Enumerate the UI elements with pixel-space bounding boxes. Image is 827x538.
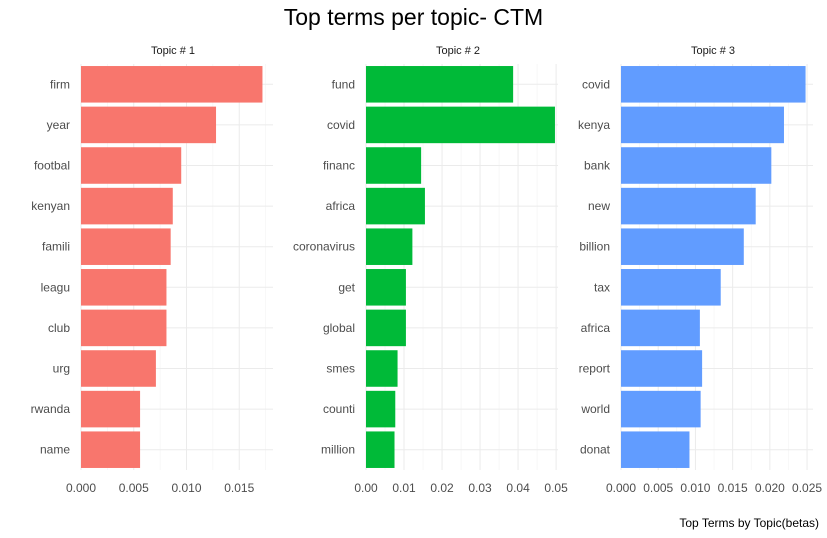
bar-2-get bbox=[366, 269, 406, 306]
bar-1-urg bbox=[81, 350, 156, 387]
panel-title: Topic # 1 bbox=[151, 45, 195, 57]
bar-2-fund bbox=[366, 66, 514, 103]
category-label: africa bbox=[581, 321, 611, 335]
bar-1-kenyan bbox=[81, 187, 173, 225]
panel-title: Topic # 3 bbox=[691, 45, 735, 57]
tick-label: 0.00 bbox=[354, 481, 378, 495]
bar-3-covid bbox=[621, 66, 806, 103]
category-label: coronavirus bbox=[293, 240, 355, 254]
category-label: counti bbox=[323, 402, 355, 416]
category-label: rwanda bbox=[31, 402, 71, 416]
bar-3-world bbox=[621, 390, 701, 428]
category-label: world bbox=[580, 402, 610, 416]
bar-2-million bbox=[366, 431, 395, 468]
tick-label: 0.010 bbox=[680, 481, 710, 495]
tick-label: 0.01 bbox=[392, 481, 416, 495]
tick-label: 0.000 bbox=[66, 481, 96, 495]
bar-3-kenya bbox=[621, 106, 784, 144]
category-label: africa bbox=[326, 199, 356, 213]
bar-3-bank bbox=[621, 147, 772, 184]
chart-caption: Top Terms by Topic(betas) bbox=[679, 516, 819, 530]
tick-label: 0.025 bbox=[792, 481, 822, 495]
bar-1-footbal bbox=[81, 147, 182, 184]
bar-1-famili bbox=[81, 228, 171, 265]
bar-1-name bbox=[81, 431, 141, 468]
panel-title: Topic # 2 bbox=[436, 45, 480, 57]
bar-1-firm bbox=[81, 66, 263, 103]
category-label: kenyan bbox=[31, 199, 70, 213]
category-label: billion bbox=[579, 240, 610, 254]
bar-1-club bbox=[81, 309, 167, 347]
bar-3-tax bbox=[621, 269, 721, 306]
category-label: famili bbox=[42, 240, 70, 254]
category-label: tax bbox=[594, 280, 610, 294]
category-label: fund bbox=[332, 77, 355, 91]
category-label: footbal bbox=[34, 159, 70, 173]
category-label: name bbox=[40, 443, 70, 457]
category-label: million bbox=[321, 443, 355, 457]
tick-label: 0.02 bbox=[430, 481, 454, 495]
category-label: covid bbox=[582, 77, 610, 91]
category-label: leagu bbox=[41, 280, 70, 294]
bar-3-report bbox=[621, 350, 703, 387]
category-label: smes bbox=[326, 362, 355, 376]
bar-3-africa bbox=[621, 309, 700, 347]
bar-2-global bbox=[366, 309, 406, 347]
bar-1-leagu bbox=[81, 269, 167, 306]
tick-label: 0.05 bbox=[544, 481, 568, 495]
tick-label: 0.005 bbox=[643, 481, 673, 495]
bar-2-smes bbox=[366, 350, 398, 387]
bar-1-year bbox=[81, 106, 217, 144]
bar-2-counti bbox=[366, 390, 396, 428]
category-label: club bbox=[48, 321, 70, 335]
category-label: global bbox=[323, 321, 355, 335]
category-label: urg bbox=[53, 362, 70, 376]
category-label: year bbox=[47, 118, 70, 132]
category-label: report bbox=[579, 362, 611, 376]
category-label: donat bbox=[580, 443, 611, 457]
category-label: firm bbox=[50, 77, 70, 91]
tick-label: 0.005 bbox=[119, 481, 149, 495]
category-label: covid bbox=[327, 118, 355, 132]
tick-label: 0.04 bbox=[506, 481, 530, 495]
bar-3-new bbox=[621, 187, 756, 225]
tick-label: 0.010 bbox=[171, 481, 201, 495]
tick-label: 0.000 bbox=[606, 481, 636, 495]
category-label: kenya bbox=[578, 118, 610, 132]
category-label: get bbox=[338, 280, 355, 294]
tick-label: 0.015 bbox=[718, 481, 748, 495]
bar-3-billion bbox=[621, 228, 744, 265]
category-label: financ bbox=[323, 159, 355, 173]
bar-2-coronavirus bbox=[366, 228, 413, 265]
tick-label: 0.015 bbox=[224, 481, 254, 495]
bar-1-rwanda bbox=[81, 390, 141, 428]
bar-2-covid bbox=[366, 106, 555, 144]
tick-label: 0.020 bbox=[755, 481, 785, 495]
category-label: bank bbox=[584, 159, 611, 173]
chart-title: Top terms per topic- CTM bbox=[283, 4, 544, 30]
bar-2-africa bbox=[366, 187, 425, 225]
bar-2-financ bbox=[366, 147, 422, 184]
category-label: new bbox=[588, 199, 610, 213]
bar-3-donat bbox=[621, 431, 690, 468]
tick-label: 0.03 bbox=[468, 481, 492, 495]
